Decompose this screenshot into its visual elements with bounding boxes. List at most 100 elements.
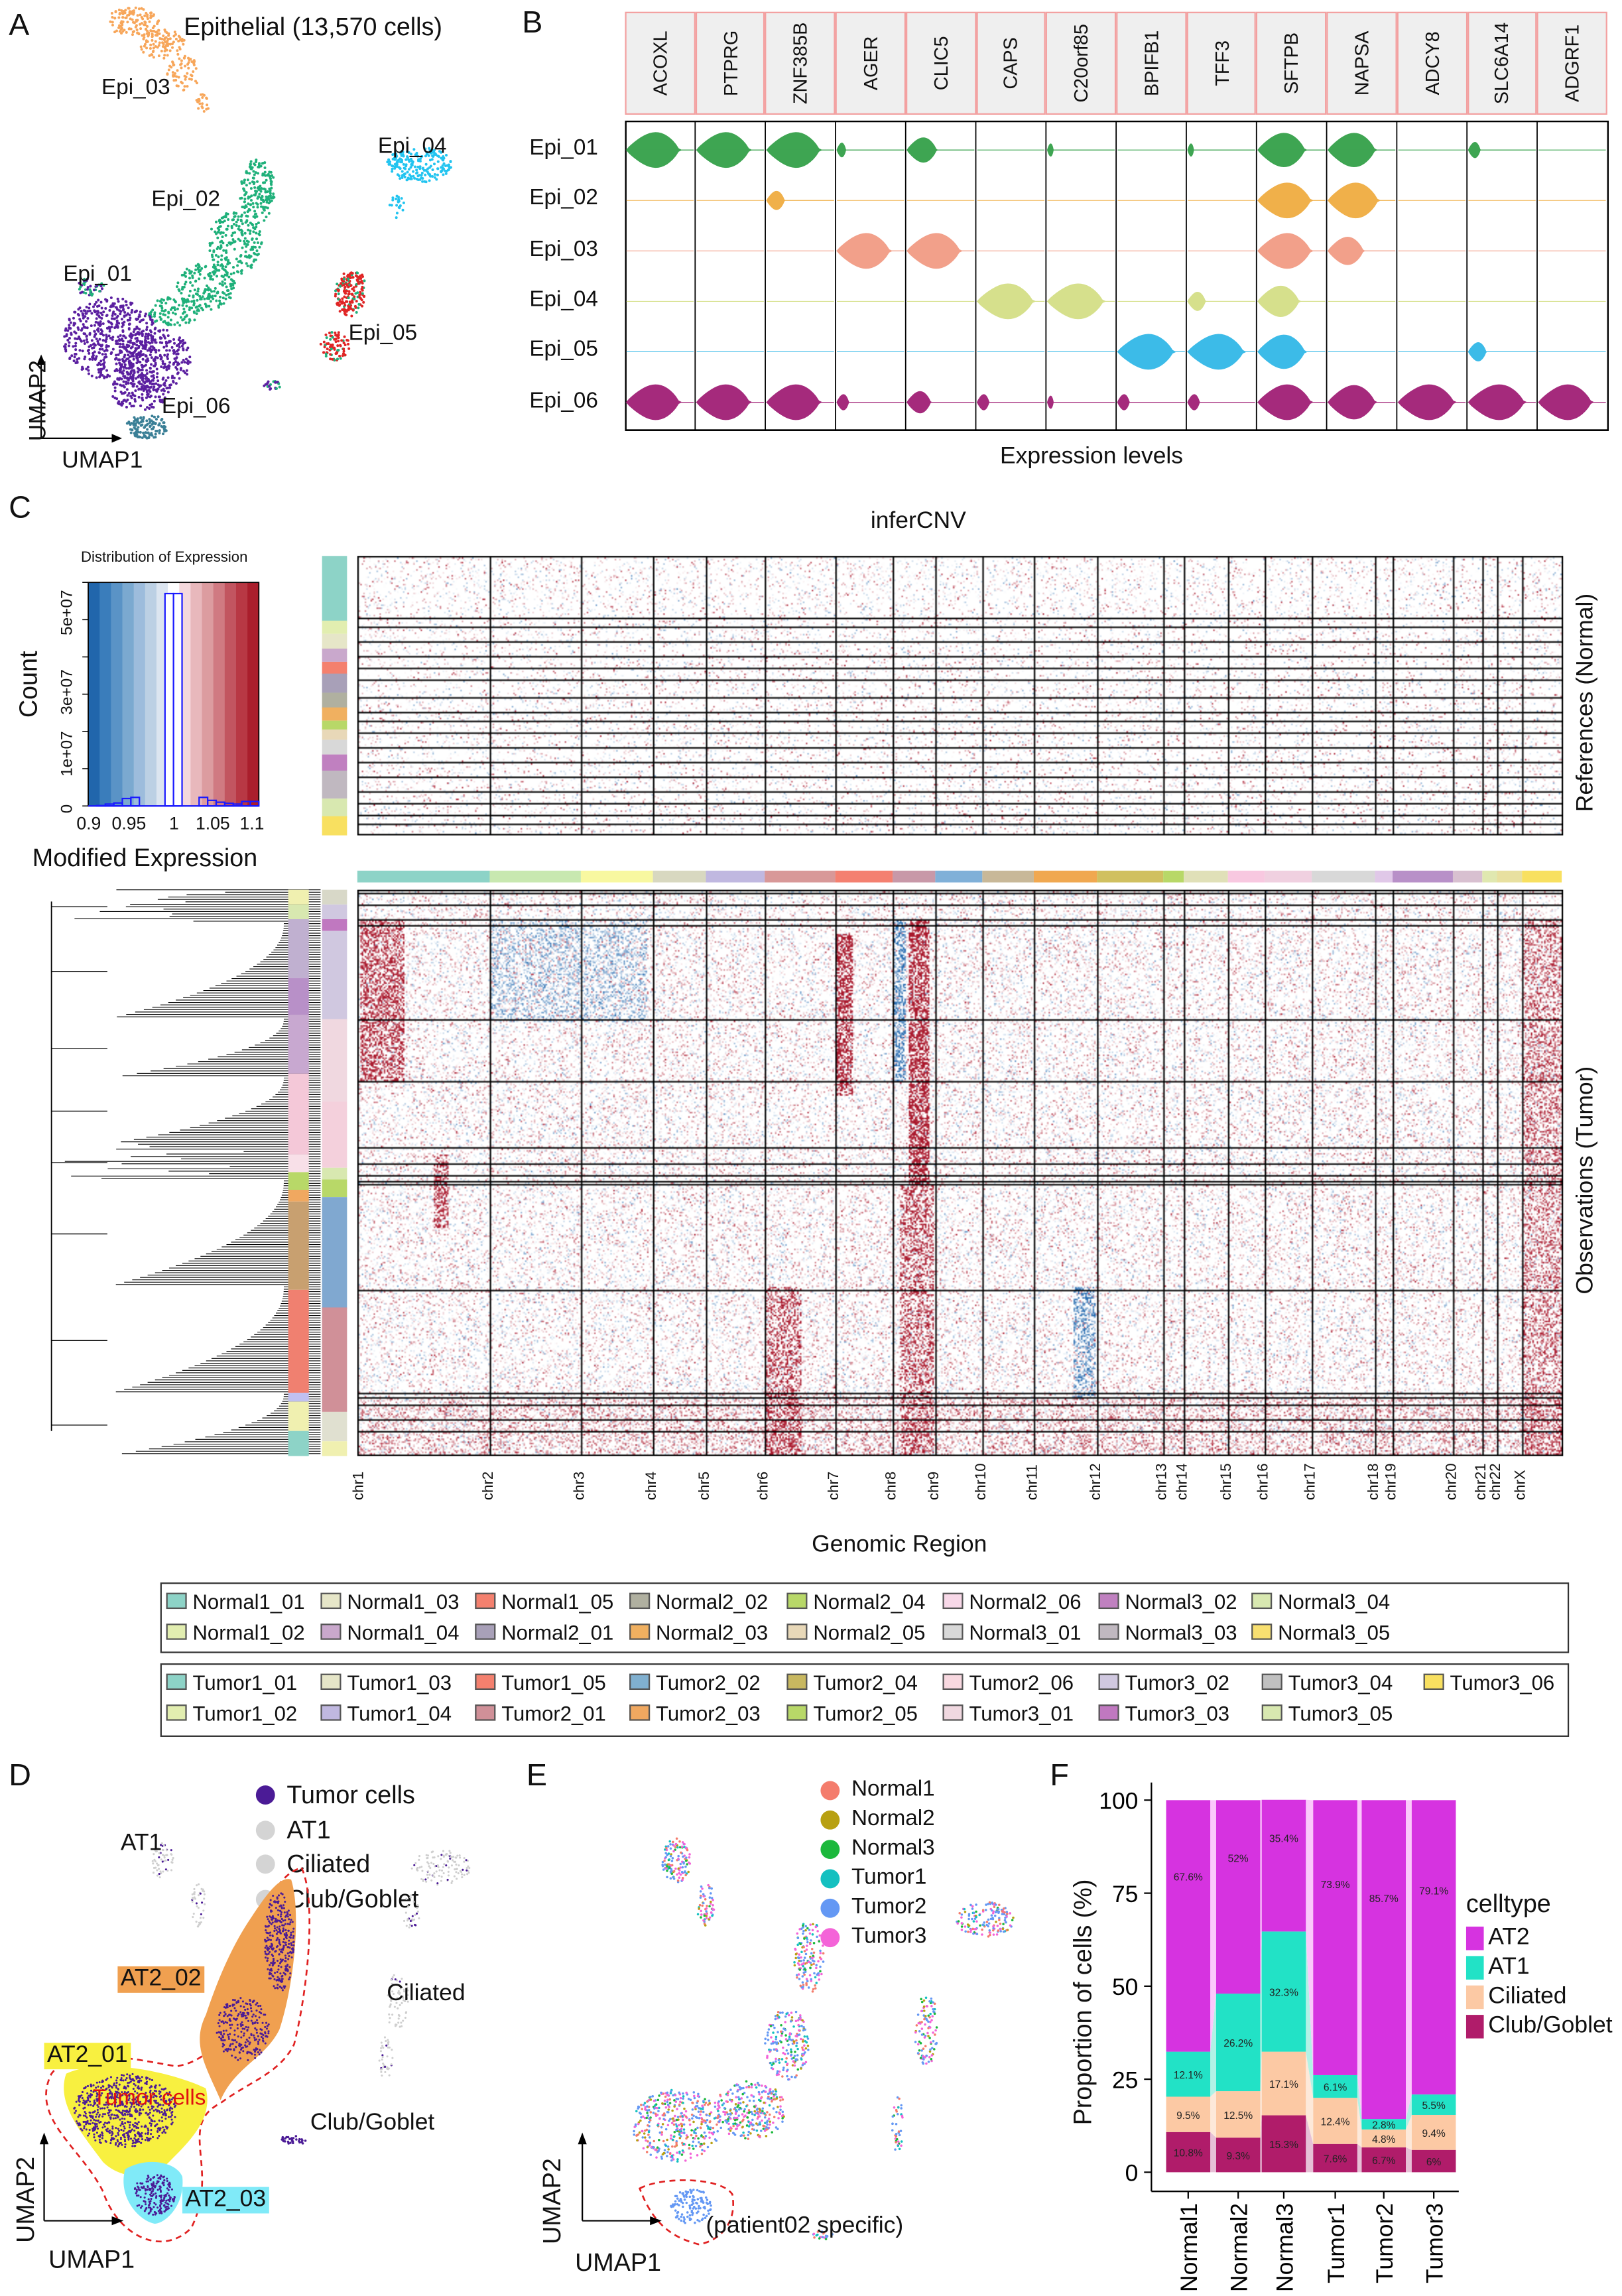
- histogram-y-label: Count: [15, 651, 43, 718]
- legend-label: Tumor3_02: [1125, 1671, 1230, 1694]
- chr-band-chr20: [1452, 870, 1483, 883]
- legend-swatch-club-goblet: [1466, 2015, 1484, 2039]
- alluvial-connector: [1260, 1799, 1262, 1994]
- chr-label-chr16: chr16: [1255, 1463, 1273, 1500]
- color-scale-band: [247, 582, 259, 806]
- subcluster-segment: [288, 1015, 309, 1074]
- chr-band-chr22: [1497, 870, 1523, 883]
- chr-band-chr10: [982, 870, 1034, 883]
- reference-sample-segment: [322, 754, 347, 771]
- observation-dendrogram: [50, 889, 321, 1454]
- bar-club-goblet-normal1: [1166, 2132, 1211, 2173]
- references-label: References (Normal): [1573, 593, 1599, 812]
- legend-swatch: [629, 1704, 651, 1721]
- row-label-epi-02: Epi_02: [529, 186, 598, 211]
- legend-label: Tumor3_05: [1288, 1701, 1393, 1726]
- sample-segment: [322, 1411, 347, 1442]
- chr-label-chr14: chr14: [1174, 1463, 1192, 1500]
- legend-swatch: [1098, 1592, 1119, 1610]
- panel-label-e: E: [526, 1759, 547, 1793]
- legend-swatch: [1423, 1673, 1444, 1690]
- subcluster-segment: [288, 1190, 309, 1202]
- color-scale-band: [145, 582, 157, 806]
- minor-cells: [78, 277, 281, 391]
- cluster-epi-05: [319, 271, 366, 362]
- legend-item-normal3_02: Normal3_02: [1098, 1590, 1237, 1614]
- bar-ciliated-normal3: [1261, 2051, 1306, 2116]
- gene-name: ADCY8: [1420, 31, 1443, 96]
- sample-segment: [322, 1197, 347, 1309]
- legend-label-ciliated: Ciliated: [1488, 1984, 1567, 2009]
- chr-label-chr5: chr5: [697, 1471, 714, 1500]
- bar-club-goblet-normal3: [1261, 2115, 1306, 2173]
- observations-label: Observations (Tumor): [1573, 1066, 1599, 1295]
- alluvial-connector: [1406, 2114, 1412, 2150]
- ciliated-cluster-label: Ciliated: [387, 1981, 466, 2006]
- x-tick-label-normal3: Normal3: [1271, 2203, 1298, 2292]
- reference-annotation-bar: [322, 556, 347, 836]
- chr-label-chr20: chr20: [1444, 1463, 1461, 1500]
- legend-item-normal1_04: Normal1_04: [320, 1621, 459, 1644]
- bar-value-label: 9.3%: [1227, 2151, 1251, 2162]
- umap2-axis-label: UMAP2: [26, 360, 52, 442]
- bar-value-label: 9.4%: [1422, 2128, 1446, 2139]
- subcluster-segment: [288, 1289, 309, 1393]
- cluster-label-epi-05: Epi_05: [348, 320, 418, 346]
- cluster-label-epi-04: Epi_04: [377, 133, 447, 159]
- bar-at2-tumor2: [1361, 1800, 1406, 2120]
- row-label-epi-01: Epi_01: [529, 135, 598, 160]
- color-scale-band: [202, 582, 214, 806]
- sample-segment: [322, 1179, 347, 1198]
- x-tick-label-normal1: Normal1: [1176, 2203, 1202, 2292]
- umap-axes-arrows-d: [39, 2132, 124, 2226]
- color-scale-band: [122, 582, 135, 806]
- legend-dot-tumor-cells: [255, 1785, 275, 1805]
- legend-swatch: [942, 1592, 964, 1610]
- genomic-region-label: Genomic Region: [812, 1532, 987, 1558]
- legend-item-tumor2_04: Tumor2_04: [786, 1671, 918, 1694]
- legend-swatch: [1098, 1673, 1119, 1690]
- umap-axes-arrows-e: [578, 2132, 662, 2226]
- bar-at2-normal2: [1216, 1800, 1261, 1994]
- bar-at1-normal2: [1216, 1994, 1261, 2092]
- legend-label: Tumor1_05: [501, 1671, 606, 1694]
- legend-item-normal2_04: Normal2_04: [786, 1590, 926, 1614]
- subcluster-segment: [288, 1073, 309, 1155]
- alluvial-connector: [1210, 1994, 1216, 2097]
- legend-label: Tumor2_03: [656, 1701, 761, 1726]
- bar-at1-tumor2: [1361, 2119, 1406, 2130]
- legend-dot-normal3: [820, 1840, 840, 1860]
- chr-band-chrX: [1522, 870, 1562, 883]
- legend-label: Normal3_03: [1125, 1620, 1237, 1645]
- tumor-sample-legend: Tumor1_01 Tumor1_03 Tumor1_05 Tumor2_02 Tumo…: [160, 1663, 1570, 1737]
- legend-item-tumor3_01: Tumor3_01: [942, 1702, 1074, 1725]
- panel-label-a: A: [9, 9, 30, 43]
- cluster-label-epi-06: Epi_06: [161, 394, 231, 420]
- reference-cnv-heatmap: [357, 556, 1564, 836]
- y-tick-label: 0: [1125, 2160, 1139, 2187]
- bar-ciliated-normal1: [1166, 2096, 1211, 2132]
- chr-band-chr16: [1265, 870, 1312, 883]
- legend-swatch-ciliated: [1466, 1985, 1484, 2009]
- legend-item-tumor2_05: Tumor2_05: [786, 1702, 918, 1725]
- alluvial-connector: [1306, 2115, 1314, 2173]
- row-label-epi-05: Epi_05: [529, 337, 598, 362]
- histogram-bin: [164, 592, 174, 807]
- subcluster-segment: [288, 904, 309, 920]
- legend-swatch: [786, 1624, 808, 1640]
- legend-item-normal3_05: Normal3_05: [1251, 1621, 1390, 1644]
- chr-label-chr12: chr12: [1088, 1463, 1105, 1500]
- infercnv-title: inferCNV: [870, 509, 966, 534]
- hist-ytick-2: 3e+07: [58, 669, 77, 715]
- chr-label-chr1: chr1: [351, 1471, 368, 1500]
- bar-value-label: 32.3%: [1269, 1988, 1298, 1999]
- legend-label-normal2: Normal2: [851, 1806, 935, 1831]
- alluvial-connector: [1260, 2051, 1262, 2138]
- legend-swatch: [786, 1673, 808, 1690]
- legend-label: Normal1_04: [347, 1620, 460, 1645]
- alluvial-connector: [1357, 2074, 1362, 2130]
- alluvial-connector: [1406, 1800, 1412, 2120]
- violin-x-axis-label: Expression levels: [999, 444, 1184, 470]
- alluvial-connector: [1357, 2143, 1362, 2173]
- legend-label: Normal2_04: [813, 1590, 926, 1614]
